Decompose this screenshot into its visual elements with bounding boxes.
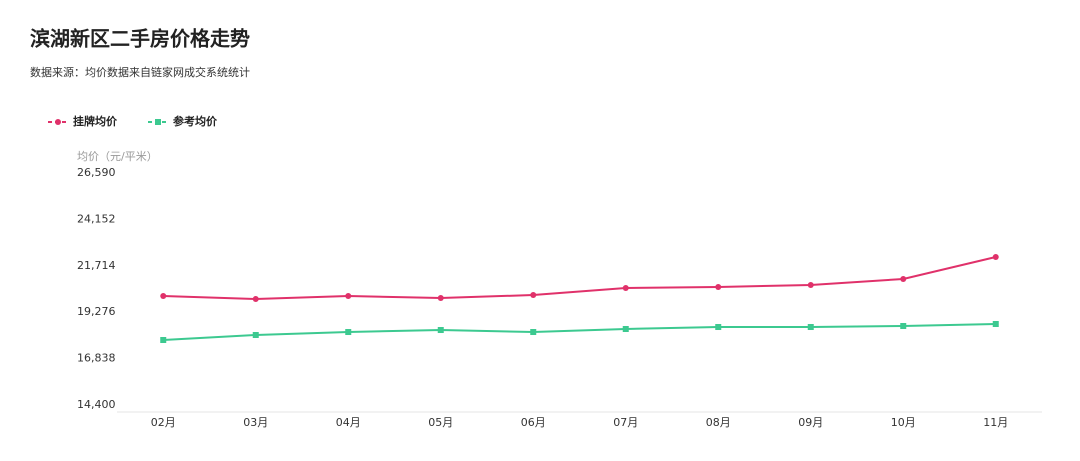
x-tick-label: 05月 [428, 416, 453, 429]
x-tick-label: 10月 [891, 416, 916, 429]
point [530, 291, 537, 298]
y-tick-label: 21,714 [77, 259, 116, 272]
point [807, 324, 814, 331]
point [437, 295, 444, 302]
point [345, 293, 352, 300]
y-axis-label: 均价（元/平米） [77, 150, 158, 163]
point [715, 284, 722, 291]
point [252, 332, 259, 339]
x-tick-label: 02月 [151, 416, 176, 429]
point [437, 327, 444, 334]
x-tick-label: 04月 [336, 416, 361, 429]
line [163, 256, 996, 300]
x-tick-label: 11月 [983, 416, 1008, 429]
point [530, 329, 537, 336]
y-tick-label: 19,276 [77, 305, 116, 318]
point [55, 119, 61, 125]
chart-title: 滨湖新区二手房价格走势 [30, 27, 250, 51]
point [160, 337, 167, 344]
point [900, 276, 907, 283]
x-tick-label: 08月 [706, 416, 731, 429]
point [900, 322, 907, 329]
point [345, 329, 352, 336]
x-tick-label: 06月 [521, 416, 546, 429]
point [160, 293, 167, 300]
point [155, 119, 161, 125]
y-tick-label: 26,590 [77, 166, 116, 179]
legend-label: 挂牌均价 [73, 114, 118, 128]
point [992, 254, 999, 261]
point [807, 282, 814, 289]
point [252, 295, 259, 302]
point [622, 326, 629, 333]
x-tick-label: 07月 [613, 416, 638, 429]
point [715, 324, 722, 331]
legend-label: 参考均价 [173, 114, 218, 128]
y-tick-label: 16,838 [77, 352, 116, 365]
line [163, 323, 996, 342]
y-tick-label: 14,400 [77, 398, 116, 411]
point [992, 320, 999, 327]
point [622, 285, 629, 292]
x-tick-label: 03月 [243, 416, 268, 429]
x-tick-label: 09月 [798, 416, 823, 429]
y-tick-label: 24,152 [77, 212, 116, 225]
chart-subtitle: 数据来源：均价数据来自链家网成交系统统计 [30, 65, 250, 79]
